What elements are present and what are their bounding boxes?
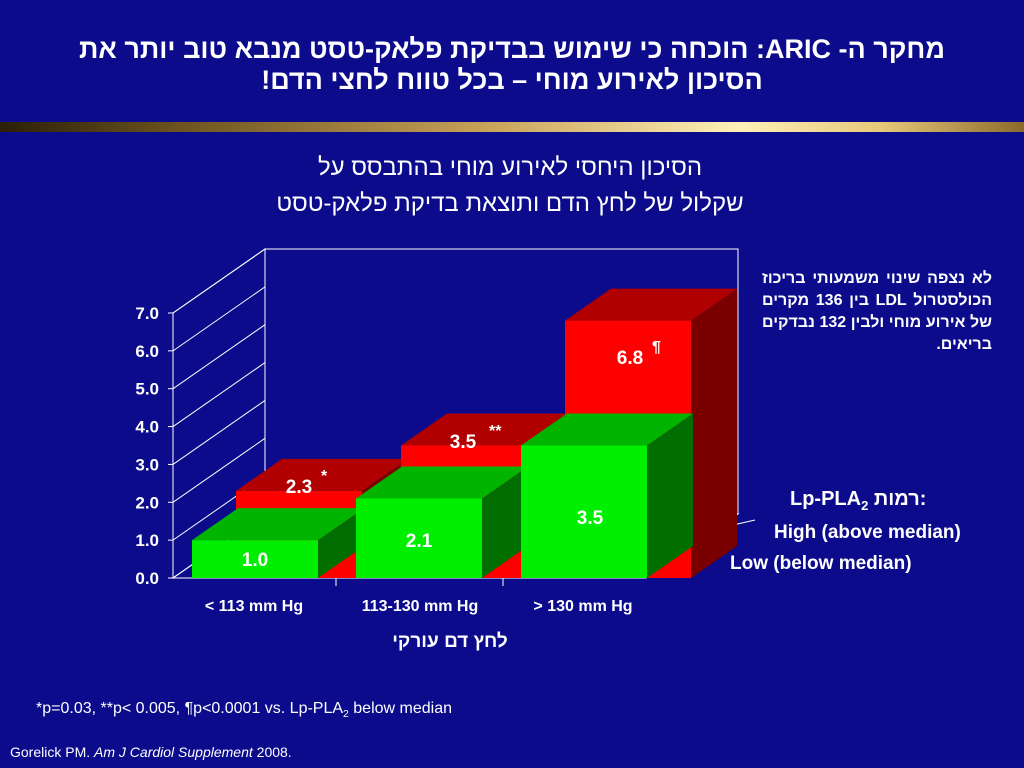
citation-year: 2008. xyxy=(252,744,292,760)
data-label-low: 3.5 xyxy=(577,508,604,529)
x-tick-label: 113-130 mm Hg xyxy=(362,598,479,615)
y-tick-label: 3.0 xyxy=(135,455,159,474)
legend-title-subscript: 2 xyxy=(861,498,869,513)
footnote: *p=0.03, **p< 0.005, ¶p<0.0001 vs. Lp-PL… xyxy=(36,700,452,720)
citation: Gorelick PM. Am J Cardiol Supplement 200… xyxy=(10,744,292,760)
bar-front-face xyxy=(521,445,647,578)
bar-low-3 xyxy=(521,413,693,578)
y-gridline-side xyxy=(172,248,266,314)
subtitle-line-2: שקלול של לחץ הדם ותוצאת בדיקת פלאק-טסט xyxy=(276,190,744,217)
bar-side-face xyxy=(318,508,364,578)
citation-author: Gorelick PM. xyxy=(10,744,95,760)
footnote-subscript: 2 xyxy=(343,709,349,721)
data-label-high: 3.5 xyxy=(450,432,477,453)
y-gridline-side xyxy=(172,400,266,465)
bar-side-face xyxy=(691,288,737,578)
bar-top-face xyxy=(565,288,737,321)
y-tick-label: 4.0 xyxy=(135,418,159,437)
title-divider xyxy=(0,122,1024,132)
y-tick-label: 5.0 xyxy=(135,380,159,399)
y-gridline-side xyxy=(172,286,266,352)
x-tick-label: > 130 mm Hg xyxy=(533,598,632,615)
legend-title-text: Lp-PLA xyxy=(790,488,862,510)
significance-marker: * xyxy=(321,468,328,485)
y-gridline-side xyxy=(172,324,266,390)
legend-title: Lp-PLA2 רמות: xyxy=(790,488,926,513)
legend-item-low: Low (below median) xyxy=(730,553,912,574)
bar-top-face xyxy=(401,413,573,446)
y-gridline-side xyxy=(172,437,266,503)
bar-side-face xyxy=(482,466,528,578)
bar-top-face xyxy=(192,508,364,541)
bar-side-face xyxy=(647,413,693,578)
bar-top-face xyxy=(521,413,693,446)
x-axis-title: לחץ דם עורקי xyxy=(392,631,508,652)
bar-front-face xyxy=(356,498,482,578)
y-tick-label: 0.0 xyxy=(135,569,159,588)
significance-marker: ** xyxy=(489,423,502,440)
bar-low-2 xyxy=(356,466,528,578)
footnote-text: *p=0.03, **p< 0.005, ¶p<0.0001 vs. Lp-PL… xyxy=(36,700,344,717)
footnote-suffix: below median xyxy=(348,700,452,717)
chart-subtitle: הסיכון היחסי לאירוע מוחי בהתבסס על שקלול… xyxy=(150,150,870,222)
y-tick-label: 6.0 xyxy=(135,342,159,361)
y-tick-label: 7.0 xyxy=(135,304,159,323)
y-gridline-side xyxy=(172,362,266,427)
subtitle-line-1: הסיכון היחסי לאירוע מוחי בהתבסס על xyxy=(317,154,703,181)
legend-title-suffix: רמות: xyxy=(868,488,927,510)
side-note: לא נצפה שינוי משמעותי בריכוז הכולסטרול L… xyxy=(762,270,992,353)
bar-top-face xyxy=(356,466,528,499)
y-tick-label: 2.0 xyxy=(135,493,159,512)
bar-front-face xyxy=(192,540,318,578)
legend-item-high: High (above median) xyxy=(774,522,961,543)
data-label-low: 1.0 xyxy=(242,550,268,571)
bar-top-face xyxy=(236,458,408,491)
bar-low-1 xyxy=(192,508,364,578)
chart-back-wall xyxy=(265,248,739,514)
citation-journal: Am J Cardiol Supplement xyxy=(94,744,253,760)
x-tick-label: < 113 mm Hg xyxy=(205,598,303,615)
significance-marker: ¶ xyxy=(652,339,661,356)
y-tick-label: 1.0 xyxy=(135,531,159,550)
data-label-high: 6.8 xyxy=(617,348,643,369)
data-label-high: 2.3 xyxy=(286,477,312,498)
slide-title: מחקר ה- ARIC: הוכחה כי שימוש בבדיקת פלאק… xyxy=(79,34,945,95)
data-label-low: 2.1 xyxy=(406,531,433,552)
